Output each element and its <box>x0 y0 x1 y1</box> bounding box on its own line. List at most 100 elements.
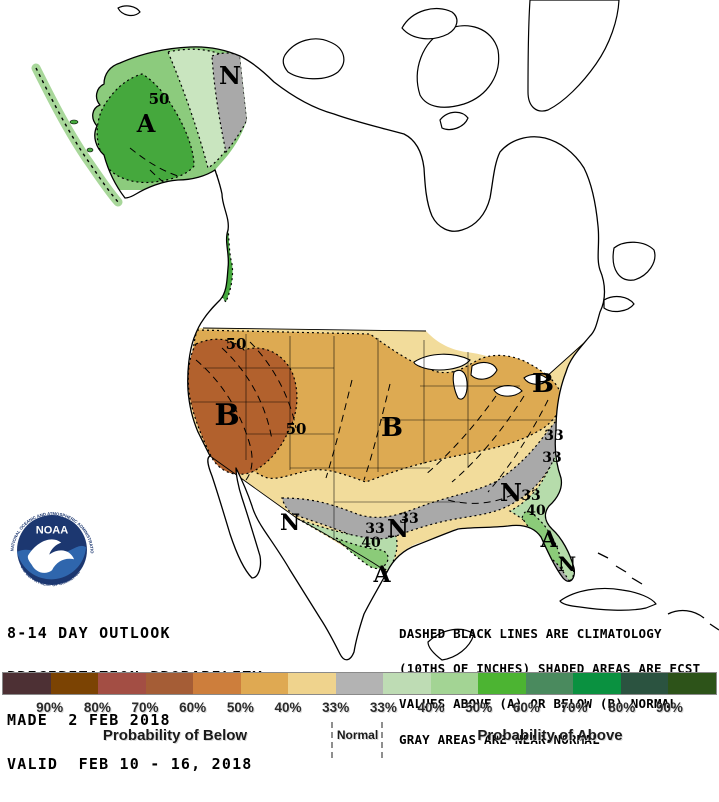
legend-segment-10 <box>478 673 526 694</box>
legend-tick-12: 80% <box>608 700 636 715</box>
legend-tick-0: 90% <box>36 700 64 715</box>
annotation-line-2: (10THS OF INCHES) SHADED AREAS ARE FCST <box>399 660 701 676</box>
region-alaska-above-33 <box>167 48 227 169</box>
ellesmere-island <box>401 7 458 40</box>
map-label-50-3: 50 <box>226 335 247 353</box>
islands <box>117 0 719 661</box>
map-label-n-0: N <box>219 61 241 90</box>
map-label-b-7: B <box>532 369 554 399</box>
title-line-3: MADE 2 FEB 2018 <box>7 711 171 729</box>
legend-segment-0 <box>3 673 51 694</box>
map-label-33-11: 33 <box>365 521 384 537</box>
legend-segment-1 <box>50 673 99 694</box>
region-near-normal-band <box>281 412 567 541</box>
map-label-n-16: N <box>500 478 522 507</box>
panhandle-strip-group <box>205 168 234 304</box>
region-alaska-above-50 <box>96 73 195 184</box>
legend-normal-label: Normal <box>336 728 379 742</box>
legend-tick-8: 40% <box>417 700 445 715</box>
legend-tick-11: 70% <box>560 700 588 715</box>
conus-shaded-regions <box>187 328 597 585</box>
annotation-block: DASHED BLACK LINES ARE CLIMATOLOGY (10TH… <box>399 604 700 769</box>
bahamas <box>597 552 643 585</box>
legend-tick-4: 50% <box>226 700 254 715</box>
title-line-1: 8-14 DAY OUTLOOK <box>7 624 171 642</box>
baffin-island <box>416 25 500 108</box>
legend-normal-dash-left <box>331 722 333 758</box>
legend-tick-5: 40% <box>274 700 302 715</box>
legend-tick-13: 90% <box>655 700 683 715</box>
map-label-a-2: A <box>136 109 156 138</box>
legend-segment-9 <box>430 673 479 694</box>
map-label-40-12: 40 <box>361 535 381 551</box>
legend-colorbar <box>2 672 717 695</box>
southampton-island <box>439 111 469 131</box>
legend: 90% 80% 70% 60% 50% 40% 33% 33% 40% 50% 60% 70% 80% 9… <box>0 670 719 759</box>
annotation-line-4: GRAY AREAS ARE NEAR-NORMAL <box>399 731 600 747</box>
map-label-33-13: 33 <box>399 511 418 527</box>
lake-ontario <box>523 373 549 385</box>
small-island <box>69 119 79 125</box>
great-lakes <box>413 353 549 400</box>
region-below-50 <box>187 338 298 475</box>
map-label-33-17: 33 <box>521 488 540 504</box>
map-label-n-10: N <box>280 510 300 536</box>
legend-segment-11 <box>525 673 574 694</box>
map-label-40-18: 40 <box>526 503 546 519</box>
cuba <box>559 587 657 611</box>
alaska-shaded-regions <box>92 46 247 190</box>
legend-tick-7: 33% <box>369 700 397 715</box>
yucatan <box>427 628 475 661</box>
legend-segment-5 <box>240 673 289 694</box>
legend-segment-14 <box>668 673 716 694</box>
map-label-50-5: 50 <box>286 420 307 438</box>
legend-above-label: Probability of Above <box>477 727 623 744</box>
region-above-texas-40 <box>335 537 389 570</box>
annotation-line-1: DASHED BLACK LINES ARE CLIMATOLOGY <box>399 625 662 641</box>
legend-segment-3 <box>145 673 194 694</box>
map-label-n-20: N <box>558 552 576 576</box>
lake-michigan <box>452 369 468 400</box>
noaa-logo: NOAA NATIONAL OCEANIC AND ATMOSPHERIC AD… <box>6 504 98 596</box>
legend-segment-7 <box>335 673 384 694</box>
annotation-line-3: VALUES ABOVE (A) OR BELOW (B) NORMAL <box>399 696 678 712</box>
map-label-a-15: A <box>372 562 391 588</box>
small-island <box>86 147 94 153</box>
greenland <box>527 0 620 112</box>
lake-superior <box>413 353 471 371</box>
region-alaska-near-normal <box>211 52 247 154</box>
legend-tick-6: 33% <box>322 700 350 715</box>
legend-ticks: 90% 80% 70% 60% 50% 40% 33% 33% 40% 50% 60% 70% 80% 9… <box>0 700 719 718</box>
legend-tick-2: 70% <box>131 700 159 715</box>
map-label-b-6: B <box>381 413 403 443</box>
legend-segment-6 <box>288 673 336 694</box>
legend-segment-4 <box>193 673 241 694</box>
map-label-a-19: A <box>539 527 558 553</box>
legend-segment-2 <box>98 673 146 694</box>
region-panhandle-above <box>205 168 234 304</box>
legend-tick-9: 50% <box>465 700 493 715</box>
logo-acronym: NOAA <box>36 524 69 536</box>
legend-below-label: Probability of Below <box>102 727 248 744</box>
legend-normal-dash-right <box>381 722 383 758</box>
outlook-map-stage: N 50 A 50 B 50 B B 33 33 N 33 40 33 N A N 33 40 A N NOAA NAT… <box>0 0 719 771</box>
map-label-33-8: 33 <box>544 428 563 444</box>
map-label-n-14: N <box>387 514 409 543</box>
hispaniola-fragment <box>667 609 719 631</box>
newfoundland <box>612 241 656 281</box>
climatology-lines <box>129 147 549 504</box>
legend-segment-13 <box>620 673 669 694</box>
map-label-b-4: B <box>214 398 239 433</box>
legend-tick-1: 80% <box>83 700 111 715</box>
seagull-icon <box>27 539 75 573</box>
map-label-50-1: 50 <box>149 90 170 108</box>
map-label-33-9: 33 <box>542 450 561 466</box>
nova-scotia <box>603 295 635 313</box>
legend-tick-3: 60% <box>179 700 207 715</box>
legend-segment-8 <box>383 673 431 694</box>
aleutian-chain <box>31 63 123 207</box>
lake-huron <box>470 361 498 380</box>
continent-coastline <box>92 46 606 661</box>
